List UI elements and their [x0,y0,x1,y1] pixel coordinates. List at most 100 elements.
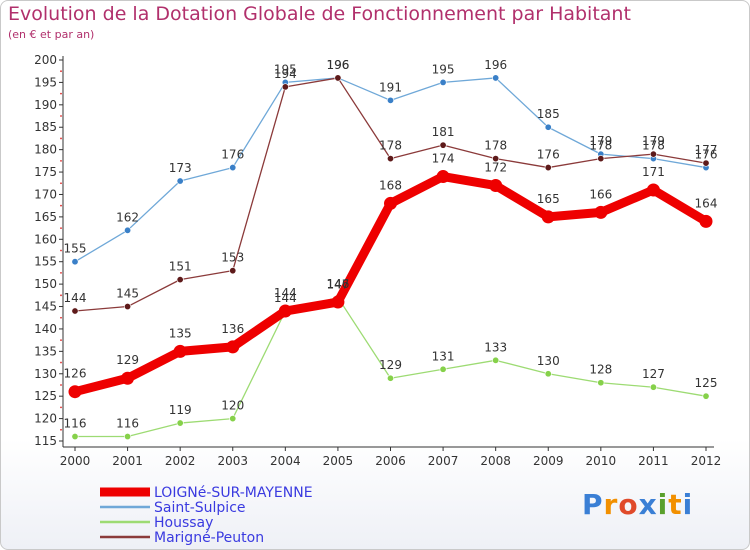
y-tick-label: 160 [34,232,57,246]
axes: 115 120 125 130 135 140 145 150 155 160 165 170 175 1… [34,53,721,468]
data-label: 164 [695,196,718,210]
data-label: 178 [379,139,402,153]
logo-letter: i [682,488,694,521]
data-point [176,276,184,284]
y-tick-label: 130 [34,367,57,381]
data-label: 191 [379,80,402,94]
y-tick-label: 190 [34,98,57,112]
y-tick-label: 200 [34,53,57,67]
data-point [489,179,503,193]
x-tick-label: 2006 [375,454,406,468]
data-point [229,415,237,423]
data-point [594,205,608,219]
x-tick-label: 2008 [480,454,511,468]
y-minor-tick [60,428,62,431]
y-minor-tick [60,227,62,229]
data-point [124,433,132,441]
logo-letter: t [668,488,683,521]
data-label: 178 [484,139,507,153]
data-label: 176 [695,148,718,162]
x-tick-label: 2000 [60,454,91,468]
data-label: 195 [432,62,455,76]
data-label: 125 [695,376,718,390]
data-label: 144 [274,291,297,305]
data-point [597,155,605,163]
y-minor-tick [60,115,62,117]
x-tick-label: 2007 [428,454,459,468]
y-tick-label: 155 [34,255,57,269]
y-tick-label: 195 [34,75,57,89]
data-point [229,164,237,172]
data-label: 119 [169,403,192,417]
y-minor-tick [60,294,62,297]
data-point [439,141,447,149]
data-point [646,183,660,197]
x-tick-label: 2003 [217,454,248,468]
x-tick-label: 2002 [165,454,196,468]
data-point [71,258,79,266]
data-label: 166 [589,187,612,201]
y-minor-tick [60,406,62,409]
data-point [386,96,394,104]
data-point [229,267,237,275]
data-point [439,78,447,86]
data-point [492,356,500,364]
data-label: 120 [221,399,244,413]
logo-letter: x [638,488,658,521]
data-point [278,304,292,318]
data-point [649,150,657,158]
data-label: 116 [64,417,87,431]
data-label: 153 [221,251,244,265]
data-label: 173 [169,161,192,175]
data-point [71,433,79,441]
data-point [71,307,79,315]
y-minor-tick [60,272,62,274]
data-label: 146 [326,277,349,291]
data-label: 178 [642,139,665,153]
data-point [492,155,500,163]
data-point [544,164,552,172]
logo-letter: o [618,488,639,521]
data-label: 131 [432,349,455,363]
legend-label: Saint-Sulpice [154,500,246,516]
y-minor-tick [60,384,62,386]
legend-label: LOIGNé-SUR-MAYENNE [154,485,313,501]
data-label: 168 [379,178,402,192]
data-label: 133 [484,340,507,354]
x-tick-label: 2011 [638,454,669,468]
data-label: 196 [484,58,507,72]
data-label: 127 [642,367,665,381]
data-label: 144 [64,291,87,305]
data-label: 128 [589,363,612,377]
x-tick-label: 2004 [270,454,301,468]
chart-subtitle: (en € et par an) [8,28,95,41]
data-point [436,170,450,184]
data-label: 172 [484,161,507,175]
data-label: 130 [537,354,560,368]
data-label: 135 [169,326,192,340]
logo-letter: P [582,488,604,521]
y-tick-label: 185 [34,120,57,134]
data-label: 174 [432,152,455,166]
y-tick-label: 165 [34,210,57,224]
data-label: 178 [589,139,612,153]
data-label: 155 [64,242,87,256]
data-point [384,196,397,210]
data-point [544,123,552,131]
data-label: 162 [116,210,139,224]
x-tick-label: 2001 [112,454,143,468]
y-tick-label: 140 [34,322,57,336]
data-label: 144 [274,286,297,300]
y-minor-tick [60,204,62,207]
y-minor-tick [60,339,62,342]
data-point [331,295,345,309]
y-minor-tick [60,137,62,140]
x-tick-label: 2012 [691,454,722,468]
y-minor-tick [60,316,62,319]
data-label: 165 [537,192,560,206]
data-label: 151 [169,260,192,274]
y-tick-label: 180 [34,143,57,157]
data-label: 194 [274,67,297,81]
